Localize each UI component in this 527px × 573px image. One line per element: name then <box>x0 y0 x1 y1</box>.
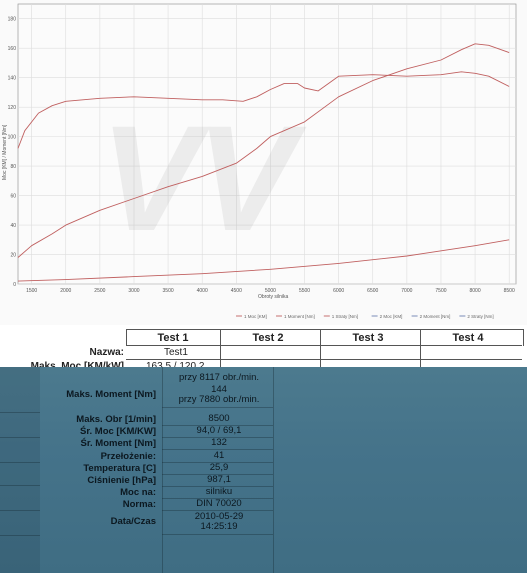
nazwa-label: Nazwa: <box>89 347 124 358</box>
col-test-4: Test 4 <box>452 332 484 344</box>
y-tick-label: 20 <box>10 253 16 259</box>
svg-text:VV: VV <box>100 94 307 262</box>
results-rows: Maks. Moment [Nm] 144 przy 7880 obr./min. M… <box>0 367 527 573</box>
series-line-2 <box>17 71 510 149</box>
row-value: 8500 <box>208 413 230 424</box>
row-value: 132 <box>211 437 227 448</box>
series-lines <box>17 43 510 282</box>
row-label: Śr. Moment [Nm] <box>80 438 156 449</box>
x-tick-label: 3000 <box>128 288 139 294</box>
results-panel-scan: przy 8117 obr./min. Maks. Moment [Nm] 144… <box>0 367 527 573</box>
row-divider <box>162 437 273 438</box>
dyno-chart: VV 0 20 40 60 80 100 120 140 160 180 1500 2000 2500… <box>2 3 517 319</box>
x-tick-label: 7500 <box>435 288 446 294</box>
watermark-logo: VV <box>100 94 311 262</box>
row-label: Norma: <box>122 499 156 510</box>
x-tick-label: 6000 <box>333 288 344 294</box>
x-tick-label: 4000 <box>197 288 208 294</box>
row-value: 41 <box>213 450 225 461</box>
legend-entry: 1 Moment [Nm] <box>284 314 315 319</box>
y-tick-label: 120 <box>8 105 17 111</box>
row-value: DIN 70020 <box>196 498 242 509</box>
x-tick-label: 8500 <box>504 288 515 294</box>
x-tick-label: 1500 <box>26 288 37 294</box>
row-label: Data/Czas <box>110 516 156 527</box>
row-value: 2010-05-29 <box>194 511 244 522</box>
y-tick-label: 180 <box>8 17 17 23</box>
y-tick-label: 140 <box>8 76 17 82</box>
chart-svg: VV 0 20 40 60 80 100 120 140 160 180 1500 2000 2500… <box>2 3 517 319</box>
row-value: 144 <box>211 384 227 395</box>
x-tick-label: 3500 <box>163 288 174 294</box>
row-value: 94,0 / 69,1 <box>196 425 242 436</box>
row-divider <box>162 534 273 535</box>
row-subvalue: przy 7880 obr./min. <box>178 394 260 405</box>
legend-entry: 1 Straty [Nm] <box>332 314 358 319</box>
row-label: Przełożenie: <box>100 451 156 462</box>
row-label: Maks. Moment [Nm] <box>66 389 156 400</box>
y-tick-label: 100 <box>8 135 17 141</box>
row-value: silniku <box>205 486 233 497</box>
legend-entry: 2 Straty [Nm] <box>467 314 493 319</box>
row-divider <box>162 462 273 463</box>
maks-moc-value: 163,5 / 120,2 <box>146 361 204 372</box>
x-tick-labels: 1500 2000 2500 3000 3500 4000 4500 5000 5500 6000… <box>26 288 515 294</box>
series-line-3 <box>17 239 510 282</box>
row-divider <box>162 407 273 408</box>
row-label: Moc na: <box>120 487 156 498</box>
grid-lines <box>18 4 516 285</box>
results-header: Test 1 Test 2 Test 3 Test 4 Nazwa: Test1… <box>0 325 527 375</box>
maks-moc-label: Maks. Moc [KM/kW] <box>0 361 124 372</box>
x-tick-label: 5000 <box>265 288 276 294</box>
row-divider <box>162 486 273 487</box>
col-test-3: Test 3 <box>352 332 384 344</box>
row-divider <box>162 449 273 450</box>
y-tick-label: 80 <box>10 164 16 170</box>
x-tick-label: 7000 <box>401 288 412 294</box>
maks-moc-rpm: przy 8117 obr./min. <box>178 372 260 383</box>
x-tick-label: 2500 <box>94 288 105 294</box>
row-divider <box>162 425 273 426</box>
x-tick-label: 8000 <box>470 288 481 294</box>
row-divider <box>162 498 273 499</box>
x-tick-label: 5500 <box>299 288 310 294</box>
row-label: Śr. Moc [KM/KW] <box>80 426 156 437</box>
x-tick-label: 6500 <box>367 288 378 294</box>
plot-frame <box>17 3 517 285</box>
x-axis-label: Obroty silnika <box>258 294 289 300</box>
row-divider <box>162 510 273 511</box>
legend-entry: 2 Moment [Nm] <box>420 314 451 319</box>
row-label: Temperatura [C] <box>83 463 156 474</box>
y-axis-label: Moc [KM] / Moment [Nm] <box>2 124 8 180</box>
row-value: 987,1 <box>207 474 231 485</box>
y-tick-label: 0 <box>13 282 16 288</box>
row-label: Ciśnienie [hPa] <box>87 475 156 486</box>
left-panel <box>0 367 40 573</box>
row-value: 25,9 <box>209 462 229 473</box>
row-subvalue: 14:25:19 <box>200 521 238 532</box>
row-divider <box>162 474 273 475</box>
nazwa-value: Test1 <box>164 347 188 358</box>
series-line-1 <box>17 43 510 258</box>
y-tick-label: 40 <box>10 223 16 229</box>
col-test-2: Test 2 <box>252 332 284 344</box>
legend-entry: 1 Moc [KM] <box>244 314 267 319</box>
x-tick-label: 4500 <box>231 288 242 294</box>
col-test-1: Test 1 <box>157 332 189 344</box>
legend-entry: 2 Moc [KM] <box>380 314 403 319</box>
chart-legend: 1 Moc [KM] 1 Moment [Nm] 1 Straty [Nm] 2 Mo… <box>236 314 494 319</box>
row-label: Maks. Obr [1/min] <box>76 414 156 425</box>
y-tick-label: 160 <box>8 46 17 52</box>
x-tick-label: 2000 <box>60 288 71 294</box>
y-tick-label: 60 <box>10 194 16 200</box>
y-tick-labels: 0 20 40 60 80 100 120 140 160 180 <box>8 17 17 288</box>
